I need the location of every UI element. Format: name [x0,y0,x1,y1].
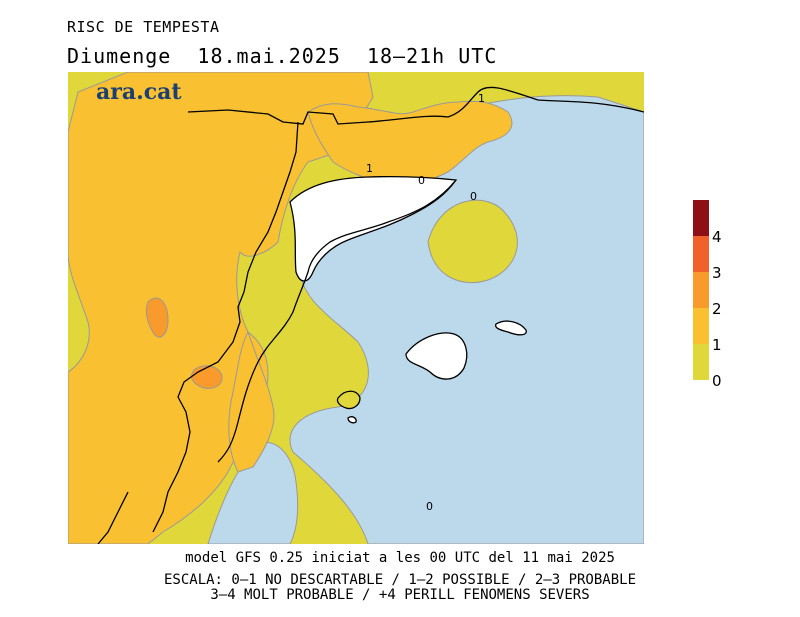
footer-model-info: model GFS 0.25 iniciat a les 00 UTC del … [185,550,615,566]
island-ibiza [336,390,361,410]
border-catalonia [152,121,299,533]
land-level2-a [145,297,169,338]
footer-scale-line2: 3—4 MOLT PROBABLE / +4 PERILL FENOMENS S… [210,587,590,603]
legend-swatch-0 [693,344,709,380]
contour-label: 1 [478,92,485,105]
island-menorca [494,320,527,336]
contour-label: 0 [470,190,477,203]
legend-label-0: 0 [712,372,722,390]
legend-swatch-1 [693,308,709,344]
map-subtitle: Diumenge 18.mai.2025 18—21h UTC [67,44,498,68]
ara-cat-logo: ara.cat [96,79,182,105]
color-legend [693,200,709,380]
contour-label: 0 [426,500,433,513]
island-yellow-east [427,199,518,284]
contour-label: 1 [366,162,373,175]
footer-scale-line1: ESCALA: 0—1 NO DESCARTABLE / 1—2 POSSIBL… [163,572,636,588]
map-title: RISC DE TEMPESTA [67,18,220,36]
border-land [97,491,129,544]
legend-swatch-2 [693,272,709,308]
island-formentera [347,416,357,424]
legend-swatch-4 [693,200,709,236]
legend-label-2: 2 [712,300,722,318]
land-level1-sw [228,330,275,473]
no-data-coast [289,175,458,282]
border-coastline [217,179,457,463]
legend-label-1: 1 [712,336,722,354]
border-france [187,86,644,125]
storm-risk-map: 1 1 0 0 0 [68,72,644,544]
island-mallorca [405,332,468,380]
legend-swatch-3 [693,236,709,272]
sea-bay-south [207,442,299,544]
legend-label-4: 4 [712,228,722,246]
legend-label-3: 3 [712,264,722,282]
contour-label: 0 [418,174,425,187]
